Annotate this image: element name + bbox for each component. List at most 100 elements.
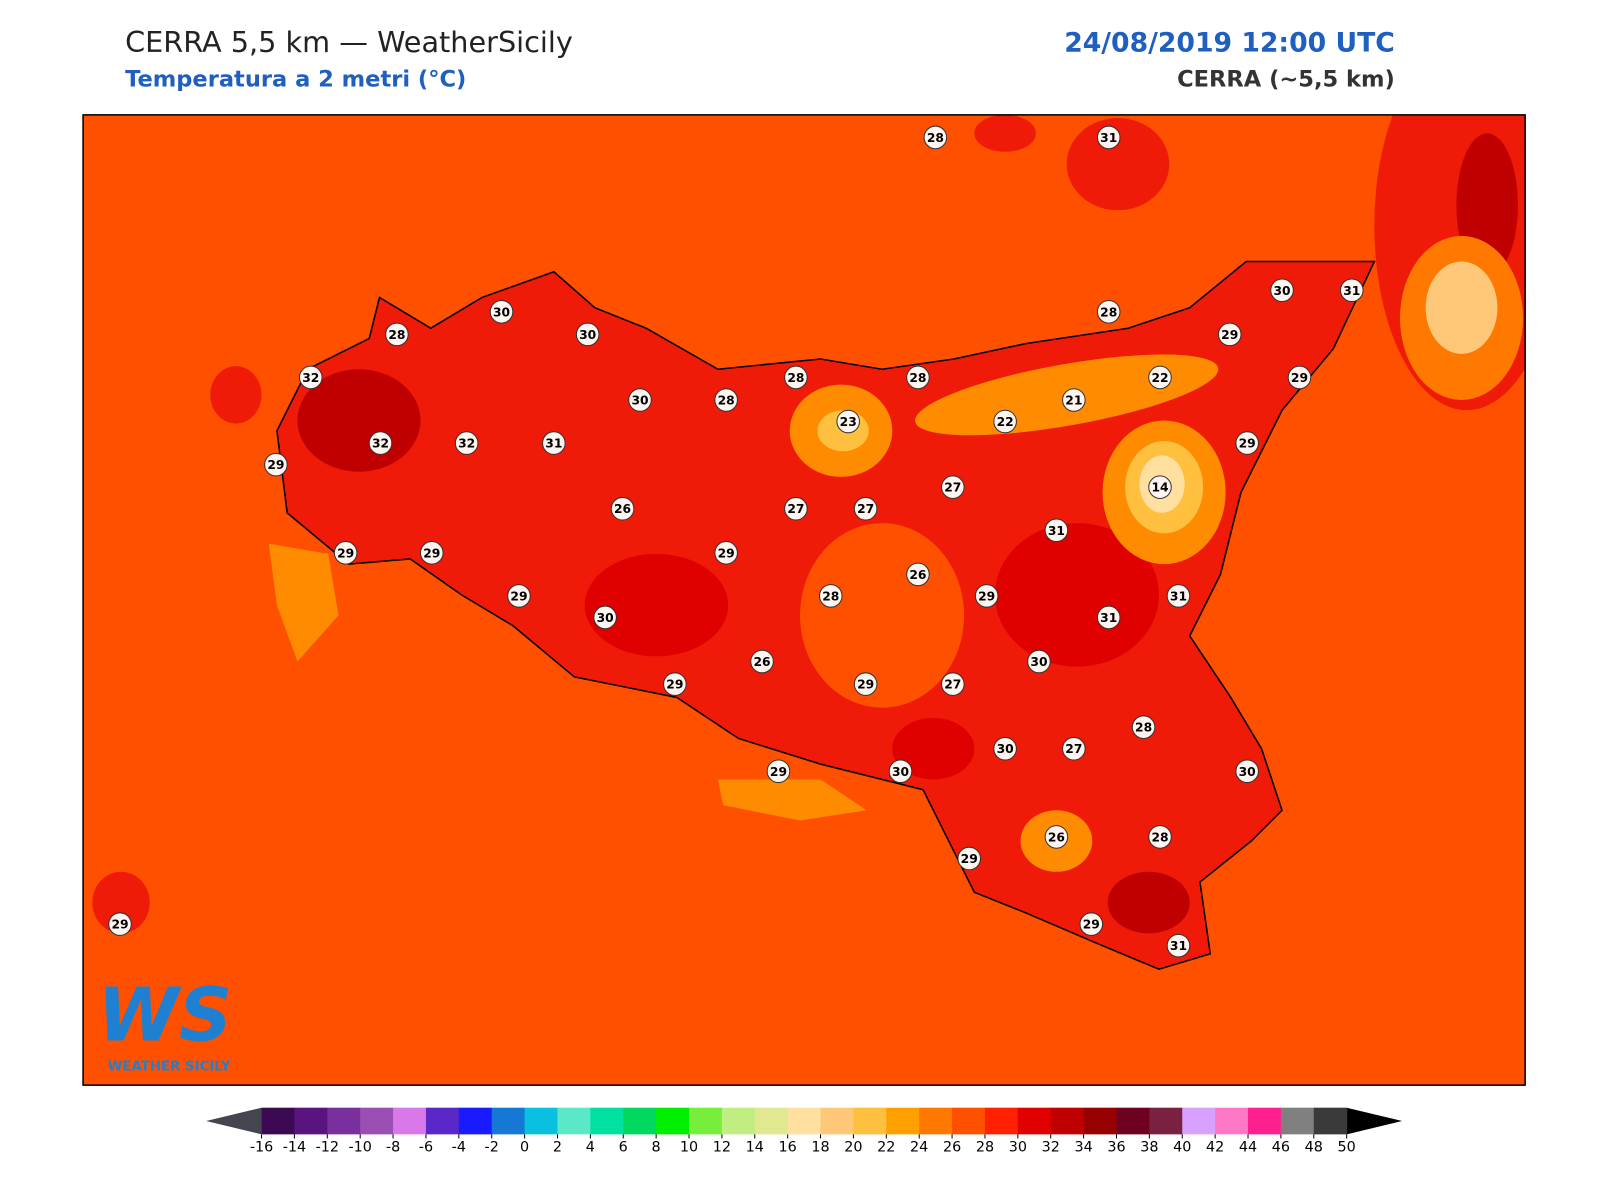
station-marker (1235, 759, 1259, 784)
station: 31 (1044, 518, 1069, 543)
station-marker (489, 300, 514, 324)
station-marker (108, 912, 132, 936)
station-marker (818, 584, 843, 608)
colorbar-label: 34 (1074, 1140, 1092, 1156)
station: 28 (1096, 300, 1121, 324)
station-value: 29 (718, 546, 735, 560)
station: 30 (575, 322, 600, 347)
station-value: 30 (631, 394, 648, 408)
colorbar-label: -2 (485, 1140, 499, 1156)
colorbar-label: 22 (877, 1140, 895, 1156)
pantelleria-field (92, 871, 150, 934)
station-value: 30 (892, 765, 909, 779)
station-marker (1339, 278, 1364, 303)
station-marker (593, 605, 617, 630)
station: 28 (923, 125, 948, 150)
station: 22 (1148, 365, 1172, 390)
station-marker (1270, 278, 1294, 303)
station-value: 30 (1239, 765, 1256, 779)
station: 30 (1235, 759, 1259, 784)
station-value: 29 (423, 546, 440, 560)
colorbar-label: 46 (1272, 1140, 1290, 1156)
station-marker (836, 409, 860, 434)
station: 30 (1027, 649, 1051, 674)
colorbar-segment (1280, 1107, 1315, 1135)
colorbar-segment (689, 1107, 723, 1135)
station-marker (1096, 605, 1121, 630)
colorbar-label: 42 (1206, 1140, 1224, 1156)
station: 29 (420, 541, 444, 565)
station-value: 27 (944, 678, 961, 692)
station-marker (454, 431, 479, 455)
station-marker (333, 541, 358, 565)
station-value: 30 (1030, 655, 1047, 669)
colorbar-segment (623, 1107, 657, 1135)
station-marker (957, 846, 982, 871)
station-marker (1096, 300, 1121, 324)
station-value: 27 (857, 502, 874, 516)
colorbar-segment (1215, 1107, 1249, 1135)
station: 21 (1062, 388, 1086, 412)
station-marker (714, 388, 738, 412)
station: 30 (628, 388, 652, 412)
station: 31 (1166, 933, 1191, 958)
station-value: 28 (822, 589, 839, 603)
hot-area (1107, 871, 1190, 934)
calabria-cold (1425, 261, 1498, 354)
station: 30 (489, 300, 514, 324)
station-marker (853, 672, 878, 696)
station-value: 26 (614, 502, 631, 516)
station-value: 28 (388, 328, 405, 342)
station: 27 (1062, 736, 1086, 761)
station-marker (1166, 584, 1191, 608)
colorbar-label: 40 (1173, 1140, 1191, 1156)
colorbar-segment (425, 1107, 460, 1135)
station: 32 (298, 365, 323, 390)
colorbar-label: 0 (520, 1140, 529, 1156)
colorbar-label: 2 (553, 1140, 562, 1156)
colorbar-segment (590, 1107, 624, 1135)
station: 29 (1079, 912, 1104, 936)
station: 30 (1270, 278, 1294, 303)
station-marker (1096, 125, 1121, 150)
station: 26 (750, 649, 774, 674)
colorbar-segment (393, 1107, 427, 1135)
station-marker (906, 365, 930, 390)
station: 29 (663, 672, 687, 696)
station: 31 (1166, 584, 1191, 608)
station: 29 (108, 912, 132, 936)
islands-field (1066, 117, 1170, 211)
station-marker (1062, 736, 1086, 761)
station-value: 30 (493, 305, 510, 319)
station: 29 (714, 541, 738, 565)
colorbar-segment (754, 1107, 789, 1135)
colorbar-segment (524, 1107, 558, 1135)
title: CERRA 5,5 km — WeatherSicily (125, 25, 573, 59)
station-value: 28 (1135, 721, 1152, 735)
colorbar-label: 6 (619, 1140, 628, 1156)
colorbar-label: 28 (976, 1140, 994, 1156)
station: 28 (1148, 825, 1172, 849)
colorbar-segment (1083, 1107, 1118, 1135)
colorbar-segment (1248, 1107, 1282, 1135)
colorbar-label: 32 (1042, 1140, 1060, 1156)
hot-area (892, 717, 975, 780)
colorbar-segment (458, 1107, 493, 1135)
station-marker (1166, 933, 1191, 958)
station-value: 31 (1170, 589, 1187, 603)
colorbar-label: 48 (1305, 1140, 1323, 1156)
station-value: 26 (753, 655, 770, 669)
station-value: 29 (1291, 371, 1308, 385)
station-value: 28 (927, 131, 944, 145)
station: 31 (1339, 278, 1364, 303)
colorbar-label: 30 (1009, 1140, 1027, 1156)
colorbar-segment (952, 1107, 986, 1135)
station-marker (1217, 322, 1242, 347)
station-value: 30 (597, 611, 614, 625)
subtitle: Temperatura a 2 metri (°C) (125, 67, 466, 93)
colorbar-segment (656, 1107, 690, 1135)
station-marker (507, 584, 531, 608)
station-marker (993, 409, 1017, 434)
station-value: 29 (770, 765, 787, 779)
station-marker (1062, 388, 1086, 412)
